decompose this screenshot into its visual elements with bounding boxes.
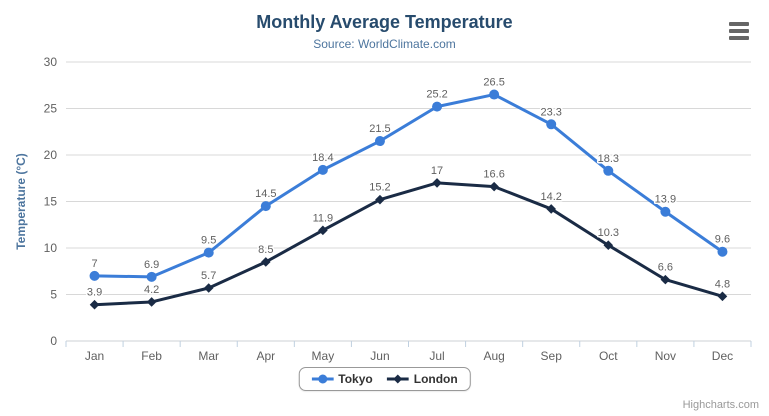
data-label: 5.7 (201, 270, 216, 282)
x-tick-label: Mar (198, 349, 219, 363)
data-point[interactable] (203, 283, 214, 293)
legend-item-tokyo[interactable]: Tokyo (311, 372, 373, 386)
y-tick-label: 25 (44, 102, 58, 116)
y-tick-label: 10 (44, 241, 58, 255)
data-label: 17 (431, 165, 443, 177)
data-point[interactable] (374, 136, 385, 147)
data-label: 21.5 (369, 123, 390, 135)
data-point[interactable] (260, 257, 271, 267)
credits-link[interactable]: Highcharts.com (682, 399, 759, 411)
x-tick-label: Jun (370, 349, 389, 363)
data-point[interactable] (717, 291, 728, 302)
legend: Tokyo London (298, 367, 471, 391)
data-point[interactable] (546, 119, 557, 130)
y-tick-label: 5 (50, 288, 57, 302)
data-label: 4.8 (715, 278, 730, 290)
data-label: 7 (91, 258, 97, 270)
data-point[interactable] (318, 225, 328, 236)
y-tick-label: 20 (44, 148, 58, 162)
y-tick-label: 0 (50, 334, 57, 348)
data-label: 9.5 (201, 235, 216, 247)
legend-label: London (413, 372, 458, 386)
data-label: 25.2 (426, 89, 447, 101)
data-point[interactable] (603, 165, 614, 176)
x-tick-label: Oct (599, 349, 618, 363)
legend-label: Tokyo (338, 372, 373, 386)
data-point[interactable] (603, 240, 614, 251)
data-point[interactable] (660, 206, 671, 217)
data-point[interactable] (717, 246, 728, 257)
diamond-marker-icon (386, 374, 409, 384)
data-label: 9.6 (715, 234, 730, 246)
x-tick-label: Jan (85, 349, 104, 363)
x-tick-label: Apr (256, 349, 275, 363)
chart-title: Monthly Average Temperature (256, 12, 513, 32)
hamburger-icon (729, 22, 749, 26)
hamburger-icon (729, 36, 749, 40)
chart-subtitle: Source: WorldClimate.com (313, 37, 456, 51)
data-label: 11.9 (313, 212, 334, 224)
data-label: 10.3 (598, 227, 619, 239)
data-label: 3.9 (87, 287, 102, 299)
data-point[interactable] (432, 178, 442, 188)
data-point[interactable] (89, 270, 100, 281)
data-label: 26.5 (483, 77, 504, 89)
data-point[interactable] (89, 299, 100, 310)
series-line-london (93, 181, 724, 307)
x-tick-label: Aug (483, 349, 504, 363)
data-label: 23.3 (540, 106, 561, 118)
data-label: 8.5 (258, 244, 273, 256)
data-point[interactable] (432, 101, 443, 112)
data-label: 14.5 (255, 188, 276, 200)
data-label: 14.2 (540, 191, 561, 203)
x-tick-label: Dec (712, 349, 733, 363)
data-label: 4.2 (144, 284, 159, 296)
y-axis-title: Temperature (°C) (14, 153, 28, 250)
data-label: 18.3 (598, 153, 619, 165)
data-label: 15.2 (369, 182, 390, 194)
legend-item-london[interactable]: London (386, 372, 458, 386)
hamburger-icon (729, 29, 749, 33)
series-line-tokyo (93, 93, 724, 279)
data-point[interactable] (489, 181, 499, 192)
data-label: 6.9 (144, 259, 159, 271)
data-label: 13.9 (655, 194, 676, 206)
data-point[interactable] (317, 164, 328, 175)
circle-marker-icon (311, 374, 334, 384)
data-point[interactable] (660, 274, 671, 285)
data-label: 6.6 (658, 262, 673, 274)
data-label: 16.6 (483, 169, 504, 181)
data-point[interactable] (203, 247, 214, 258)
export-menu-button[interactable] (727, 18, 755, 44)
x-tick-label: Jul (429, 349, 444, 363)
data-point[interactable] (260, 201, 271, 212)
data-point[interactable] (546, 204, 557, 214)
data-label: 18.4 (312, 152, 333, 164)
data-point[interactable] (146, 271, 157, 282)
x-tick-label: Nov (655, 349, 676, 363)
y-tick-label: 15 (44, 195, 58, 209)
data-point[interactable] (489, 89, 500, 100)
x-tick-label: May (312, 349, 335, 363)
y-tick-label: 30 (44, 55, 58, 69)
x-tick-label: Sep (541, 349, 563, 363)
data-point[interactable] (146, 297, 157, 307)
x-tick-label: Feb (141, 349, 162, 363)
data-point[interactable] (375, 194, 385, 205)
